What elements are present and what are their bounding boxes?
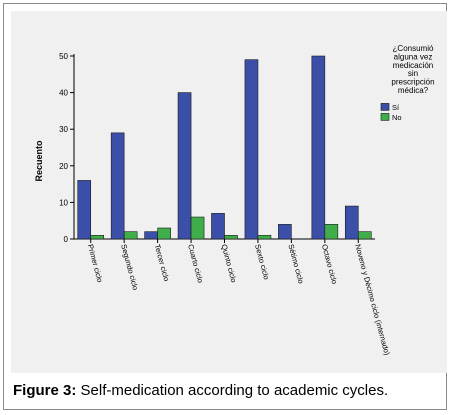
caption-text: Self-medication according to academic cy… xyxy=(76,382,389,399)
bar-no-4 xyxy=(190,216,205,240)
bar-si-3 xyxy=(144,231,158,240)
x-tick-label: Tercer ciclo xyxy=(153,243,172,282)
legend-swatch-si xyxy=(380,103,390,111)
bar-no-2 xyxy=(123,231,138,240)
x-tick-label: Quinto ciclo xyxy=(220,243,239,283)
legend-label-si: Sí xyxy=(392,103,400,112)
bar-no-1 xyxy=(90,235,105,240)
y-tick-labels: 0 10 20 30 40 50 xyxy=(59,52,74,244)
bar-si-5 xyxy=(211,213,225,240)
legend-title-line: ¿Consumió xyxy=(393,44,434,53)
legend-title-line: alguna vez xyxy=(394,52,433,61)
x-tick-label: Octavo ciclo xyxy=(320,243,339,285)
y-tick-label: 50 xyxy=(59,52,68,61)
legend-title-line: medicación xyxy=(393,61,433,70)
bar-no-5 xyxy=(224,235,238,240)
bars xyxy=(77,55,372,240)
bar-si-8 xyxy=(311,55,326,240)
y-tick-label: 0 xyxy=(64,235,69,244)
x-tick-label: Sétimo ciclo xyxy=(286,243,305,284)
caption-label: Figure 3: xyxy=(13,382,77,399)
chart-panel: Primer ciclo Segundo ciclo Tercer ciclo Cua… xyxy=(11,11,447,373)
legend-swatch-no xyxy=(380,113,390,121)
y-tick-label: 30 xyxy=(59,125,68,134)
bar-no-6 xyxy=(257,235,272,240)
bar-no-3 xyxy=(157,227,171,240)
bar-no-8 xyxy=(324,224,339,240)
legend-title-line: sin xyxy=(408,69,418,78)
bar-chart: Primer ciclo Segundo ciclo Tercer ciclo Cua… xyxy=(34,44,435,357)
x-tick-label: Cuarto ciclo xyxy=(186,243,205,284)
bar-si-2 xyxy=(110,132,125,240)
y-tick-label: 20 xyxy=(59,162,68,171)
y-tick-label: 10 xyxy=(59,198,68,207)
y-axis-title: Recuento xyxy=(34,140,44,182)
x-tick-label: Sexto ciclo xyxy=(253,243,271,280)
figure-frame: Primer ciclo Segundo ciclo Tercer ciclo Cua… xyxy=(3,3,447,410)
y-tick-label: 40 xyxy=(59,89,68,98)
legend-label-no: No xyxy=(392,113,402,122)
bar-si-1 xyxy=(77,180,92,240)
legend-title-line: prescripción xyxy=(391,78,434,87)
bar-si-6 xyxy=(244,59,259,240)
x-tick-label: Noveno y Décimo ciclo (internado) xyxy=(353,243,391,357)
x-tick-labels: Primer ciclo Segundo ciclo Tercer ciclo Cua… xyxy=(86,239,392,357)
x-tick-label: Segundo ciclo xyxy=(119,243,140,291)
bar-no-9 xyxy=(357,231,372,240)
x-tick-label: Primer ciclo xyxy=(86,243,105,283)
bar-si-9 xyxy=(344,205,359,240)
bar-si-4 xyxy=(177,92,192,240)
legend-title-line: médica? xyxy=(398,86,429,95)
figure-caption: Figure 3: Self-medication according to a… xyxy=(13,382,443,399)
bar-si-7 xyxy=(278,224,292,240)
